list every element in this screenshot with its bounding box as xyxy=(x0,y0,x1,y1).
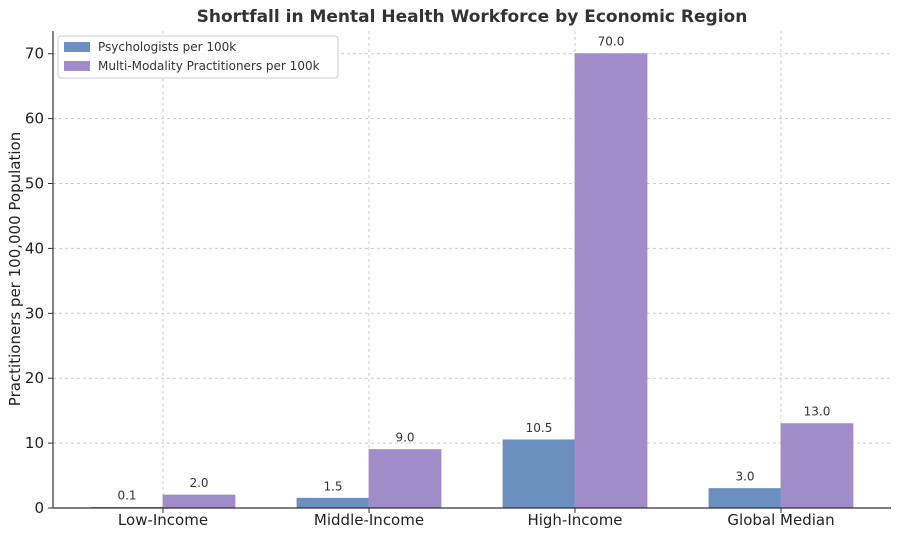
data-label: 70.0 xyxy=(598,35,625,49)
gridlines xyxy=(53,31,891,508)
data-label: 1.5 xyxy=(323,479,342,493)
legend-swatch-psychologists xyxy=(64,42,90,52)
chart-title: Shortfall in Mental Health Workforce by … xyxy=(197,7,748,27)
data-label: 10.5 xyxy=(526,421,553,435)
data-label: 9.0 xyxy=(395,431,414,445)
bar xyxy=(162,494,236,509)
x-ticks: Low-Income Middle-Income High-Income Global… xyxy=(118,508,835,529)
legend-label-psychologists: Psychologists per 100k xyxy=(98,40,236,54)
y-tick-label: 30 xyxy=(25,304,44,322)
y-tick-label: 70 xyxy=(25,45,44,63)
legend-label-multi-modality: Multi-Modality Practitioners per 100k xyxy=(98,59,320,73)
bar xyxy=(708,488,782,509)
data-label: 13.0 xyxy=(804,405,831,419)
data-label: 2.0 xyxy=(189,476,208,490)
legend: Psychologists per 100k Multi-Modality Pr… xyxy=(57,35,339,79)
y-tick-label: 50 xyxy=(25,175,44,193)
y-ticks: 0 10 20 30 40 50 60 70 xyxy=(25,45,53,517)
axes xyxy=(52,31,891,509)
bar xyxy=(502,439,576,509)
legend-swatch-multi-modality xyxy=(64,61,90,71)
y-axis-label: Practitioners per 100,000 Population xyxy=(6,132,24,406)
x-tick-label: Global Median xyxy=(727,511,834,529)
x-tick-label: Middle-Income xyxy=(314,511,424,529)
legend-box xyxy=(57,35,339,79)
y-tick-label: 20 xyxy=(25,369,44,387)
y-tick-label: 40 xyxy=(25,239,44,257)
x-tick-label: Low-Income xyxy=(118,511,208,529)
y-tick-label: 60 xyxy=(25,110,44,128)
y-tick-label: 0 xyxy=(34,499,44,517)
bar xyxy=(574,53,648,509)
bars xyxy=(90,53,854,509)
data-label: 3.0 xyxy=(735,470,754,484)
x-tick-label: High-Income xyxy=(527,511,622,529)
bar xyxy=(368,449,442,509)
data-label: 0.1 xyxy=(117,488,136,502)
y-tick-label: 10 xyxy=(25,434,44,452)
bar xyxy=(296,497,370,509)
data-labels: 0.1 1.5 10.5 3.0 2.0 9.0 70.0 13.0 xyxy=(117,35,830,503)
bar xyxy=(780,423,854,509)
